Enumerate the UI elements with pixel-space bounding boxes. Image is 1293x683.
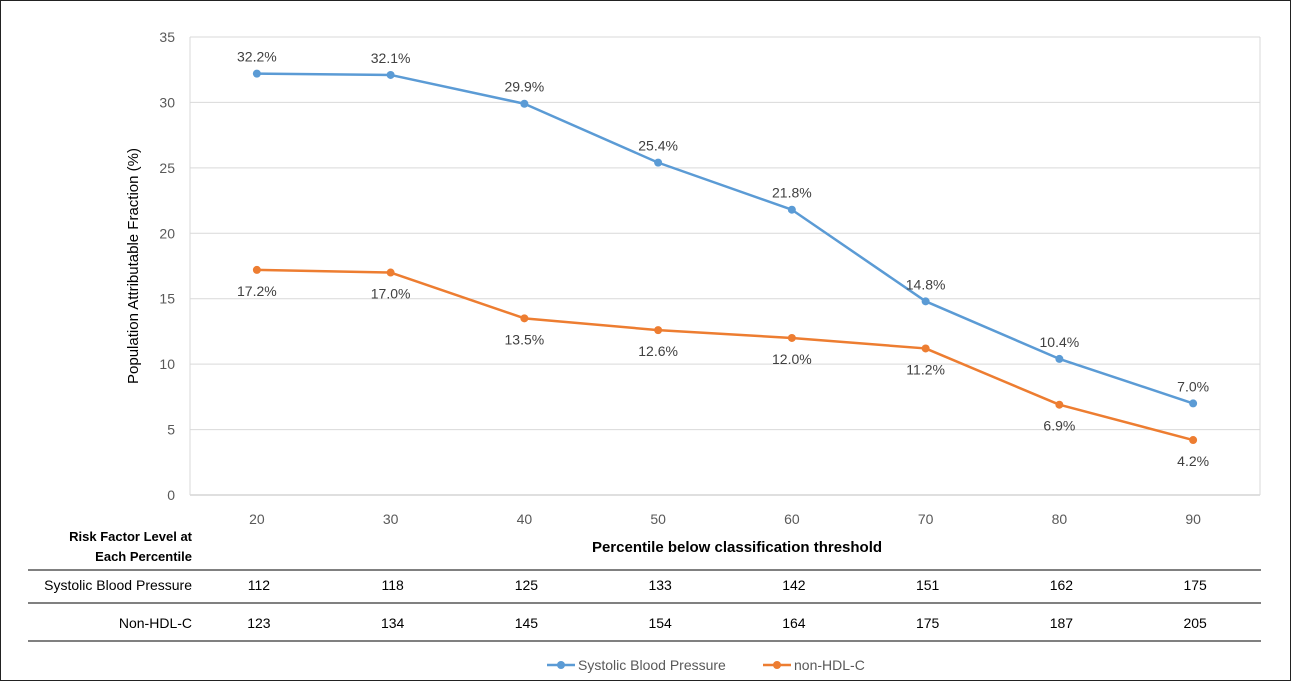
data-point — [386, 268, 395, 277]
x-axis-label: Percentile below classification threshol… — [592, 539, 882, 556]
table-cell: 162 — [1050, 577, 1074, 593]
data-point — [1189, 436, 1198, 445]
y-tick-label: 15 — [159, 291, 175, 307]
data-label: 6.9% — [1043, 418, 1075, 434]
legend-label: Systolic Blood Pressure — [578, 657, 726, 673]
table-cell: 175 — [1183, 577, 1207, 593]
table-cell: 164 — [782, 615, 806, 631]
table-cell: 154 — [648, 615, 672, 631]
data-point — [252, 265, 261, 274]
series-systolic-blood-pressure: 32.2% 32.1% 29.9% 25.4% 21.8% 14.8% 10.4% 7.0% — [237, 49, 1209, 408]
series-non-hdl-c: 17.2% 17.0% 13.5% 12.6% 12.0% 11.2% 6.9% 4.2% — [237, 265, 1209, 469]
x-tick-label: 40 — [517, 511, 533, 527]
data-label: 32.2% — [237, 49, 277, 65]
data-point — [921, 297, 930, 306]
x-tick-label: 70 — [918, 511, 934, 527]
risk-factor-table: Risk Factor Level at Each Percentile Sys… — [28, 529, 1261, 642]
table-row-label: Systolic Blood Pressure — [44, 577, 192, 593]
data-label: 14.8% — [906, 276, 946, 292]
data-point — [252, 69, 261, 78]
x-tick-labels: 20 30 40 50 60 70 80 90 — [249, 511, 1201, 527]
table-cell: 187 — [1050, 615, 1074, 631]
x-tick-label: 50 — [650, 511, 666, 527]
table-cell: 142 — [782, 577, 806, 593]
data-point — [921, 344, 930, 353]
table-row: Non-HDL-C 123 134 145 154 164 175 187 205 — [119, 615, 1207, 631]
data-label: 12.0% — [772, 351, 812, 367]
legend-label: non-HDL-C — [794, 657, 865, 673]
x-tick-label: 20 — [249, 511, 265, 527]
data-label: 4.2% — [1177, 453, 1209, 469]
y-tick-label: 10 — [159, 356, 175, 372]
data-label: 25.4% — [638, 138, 678, 154]
table-cell: 205 — [1183, 615, 1207, 631]
data-point — [1189, 399, 1198, 408]
table-cell: 112 — [248, 577, 271, 593]
y-tick-label: 20 — [159, 225, 175, 241]
data-point — [1055, 354, 1064, 363]
y-tick-label: 25 — [159, 160, 175, 176]
data-label: 29.9% — [505, 79, 545, 95]
table-cell: 151 — [916, 577, 940, 593]
table-cell: 118 — [381, 577, 404, 593]
data-label: 11.2% — [906, 361, 945, 377]
data-point — [520, 314, 529, 323]
data-point — [654, 158, 663, 167]
x-tick-label: 30 — [383, 511, 399, 527]
x-tick-label: 90 — [1185, 511, 1201, 527]
legend-item: Systolic Blood Pressure — [547, 657, 726, 673]
data-label: 12.6% — [638, 343, 678, 359]
legend-swatch-marker — [773, 661, 781, 669]
table-cell: 145 — [515, 615, 539, 631]
data-label: 32.1% — [371, 50, 411, 66]
x-tick-label: 60 — [784, 511, 800, 527]
legend-swatch-marker — [557, 661, 565, 669]
data-point — [787, 333, 796, 342]
x-tick-label: 80 — [1052, 511, 1068, 527]
y-tick-label: 0 — [167, 487, 175, 503]
data-point — [386, 70, 395, 79]
series-group: 32.2% 32.1%29.9%25.4%21.8%14.8%10.4%7.0%1… — [237, 49, 1209, 469]
data-label: 7.0% — [1177, 378, 1209, 394]
y-tick-label: 5 — [167, 422, 175, 438]
table-cell: 134 — [381, 615, 405, 631]
y-tick-label: 30 — [159, 94, 175, 110]
data-label: 17.2% — [237, 283, 277, 299]
table-cell: 133 — [648, 577, 672, 593]
table-header-line1: Risk Factor Level at — [69, 529, 192, 544]
table-row: Systolic Blood Pressure 112 118 125 133 142 15… — [44, 577, 1207, 593]
data-label: 10.4% — [1040, 334, 1080, 350]
y-axis-label: Population Attributable Fraction (%) — [125, 148, 142, 384]
table-header-line2: Each Percentile — [95, 549, 192, 564]
data-point — [787, 205, 796, 214]
table-cell: 125 — [515, 577, 539, 593]
table-row-label: Non-HDL-C — [119, 615, 192, 631]
table-cell: 175 — [916, 615, 940, 631]
series-line — [256, 72, 1194, 405]
data-point — [1055, 400, 1064, 409]
table-cell: 123 — [247, 615, 271, 631]
data-point — [520, 99, 529, 108]
series-line — [256, 268, 1194, 442]
legend: Systolic Blood Pressure non-HDL-C — [547, 657, 865, 673]
data-label: 17.0% — [371, 286, 411, 302]
data-label: 21.8% — [772, 185, 812, 201]
y-tick-label: 35 — [159, 29, 175, 45]
data-label: 13.5% — [505, 331, 545, 347]
legend-item: non-HDL-C — [763, 657, 865, 673]
data-point — [654, 326, 663, 335]
gridlines — [189, 36, 1261, 496]
y-tick-labels: 0 5 10 15 20 25 30 35 — [159, 29, 175, 503]
